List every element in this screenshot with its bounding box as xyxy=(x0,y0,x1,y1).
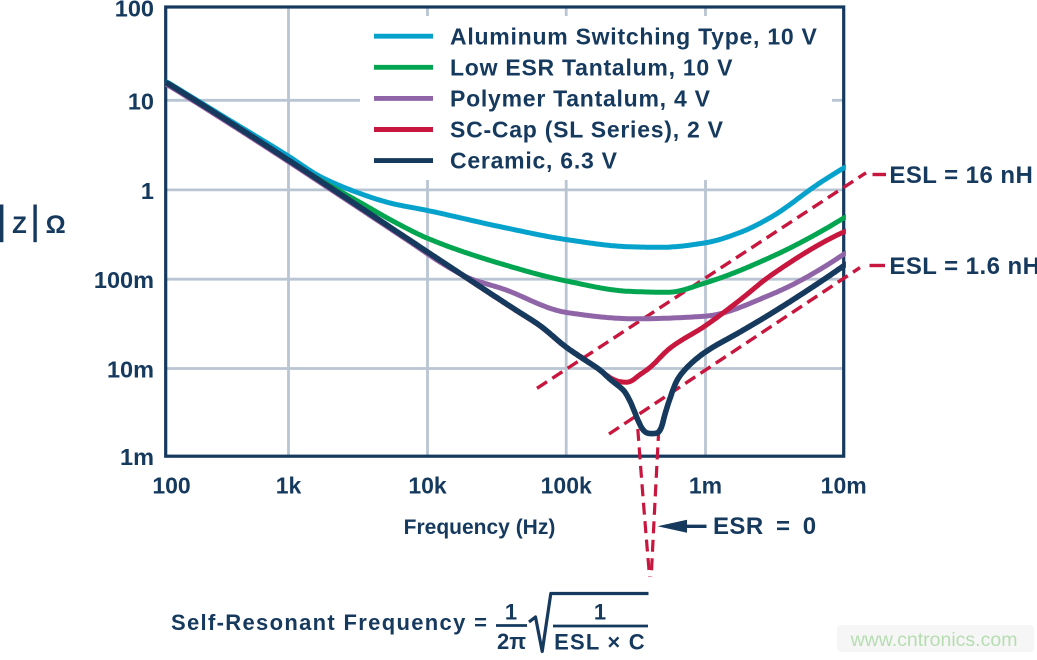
svg-text:1: 1 xyxy=(505,600,517,625)
svg-text:100: 100 xyxy=(152,473,190,499)
svg-text:100: 100 xyxy=(115,0,154,22)
svg-text:Ω: Ω xyxy=(46,211,66,239)
svg-text:10m: 10m xyxy=(821,473,867,499)
svg-text:ESL = 1.6 nH: ESL = 1.6 nH xyxy=(889,253,1037,280)
svg-text:10k: 10k xyxy=(408,473,447,499)
svg-text:Frequency (Hz): Frequency (Hz) xyxy=(404,516,556,539)
svg-text:100k: 100k xyxy=(541,473,592,499)
svg-text:1: 1 xyxy=(141,178,154,204)
svg-text:ESR = 0: ESR = 0 xyxy=(713,513,817,540)
svg-text:Ceramic, 6.3 V: Ceramic, 6.3 V xyxy=(450,148,618,174)
svg-text:100m: 100m xyxy=(94,267,154,293)
svg-text:Low ESR Tantalum, 10 V: Low ESR Tantalum, 10 V xyxy=(450,54,733,80)
svg-text:Self-Resonant Frequency =: Self-Resonant Frequency = xyxy=(171,610,488,635)
svg-text:1m: 1m xyxy=(120,444,154,470)
svg-text:1: 1 xyxy=(594,600,606,625)
svg-text:ESL = 16 nH: ESL = 16 nH xyxy=(889,162,1033,189)
svg-text:2π: 2π xyxy=(497,629,526,654)
svg-text:www.cntronics.com: www.cntronics.com xyxy=(850,629,1018,651)
svg-text:Polymer Tantalum, 4 V: Polymer Tantalum, 4 V xyxy=(450,86,711,112)
svg-text:Aluminum Switching Type, 10 V: Aluminum Switching Type, 10 V xyxy=(450,23,818,49)
svg-text:1m: 1m xyxy=(689,473,722,499)
svg-text:10: 10 xyxy=(128,88,154,114)
svg-text:10m: 10m xyxy=(107,357,154,383)
svg-text:1k: 1k xyxy=(276,473,302,499)
svg-text:Z: Z xyxy=(12,212,27,239)
svg-text:SC-Cap (SL Series), 2 V: SC-Cap (SL Series), 2 V xyxy=(450,117,724,143)
svg-text:ESL × C: ESL × C xyxy=(554,630,646,655)
